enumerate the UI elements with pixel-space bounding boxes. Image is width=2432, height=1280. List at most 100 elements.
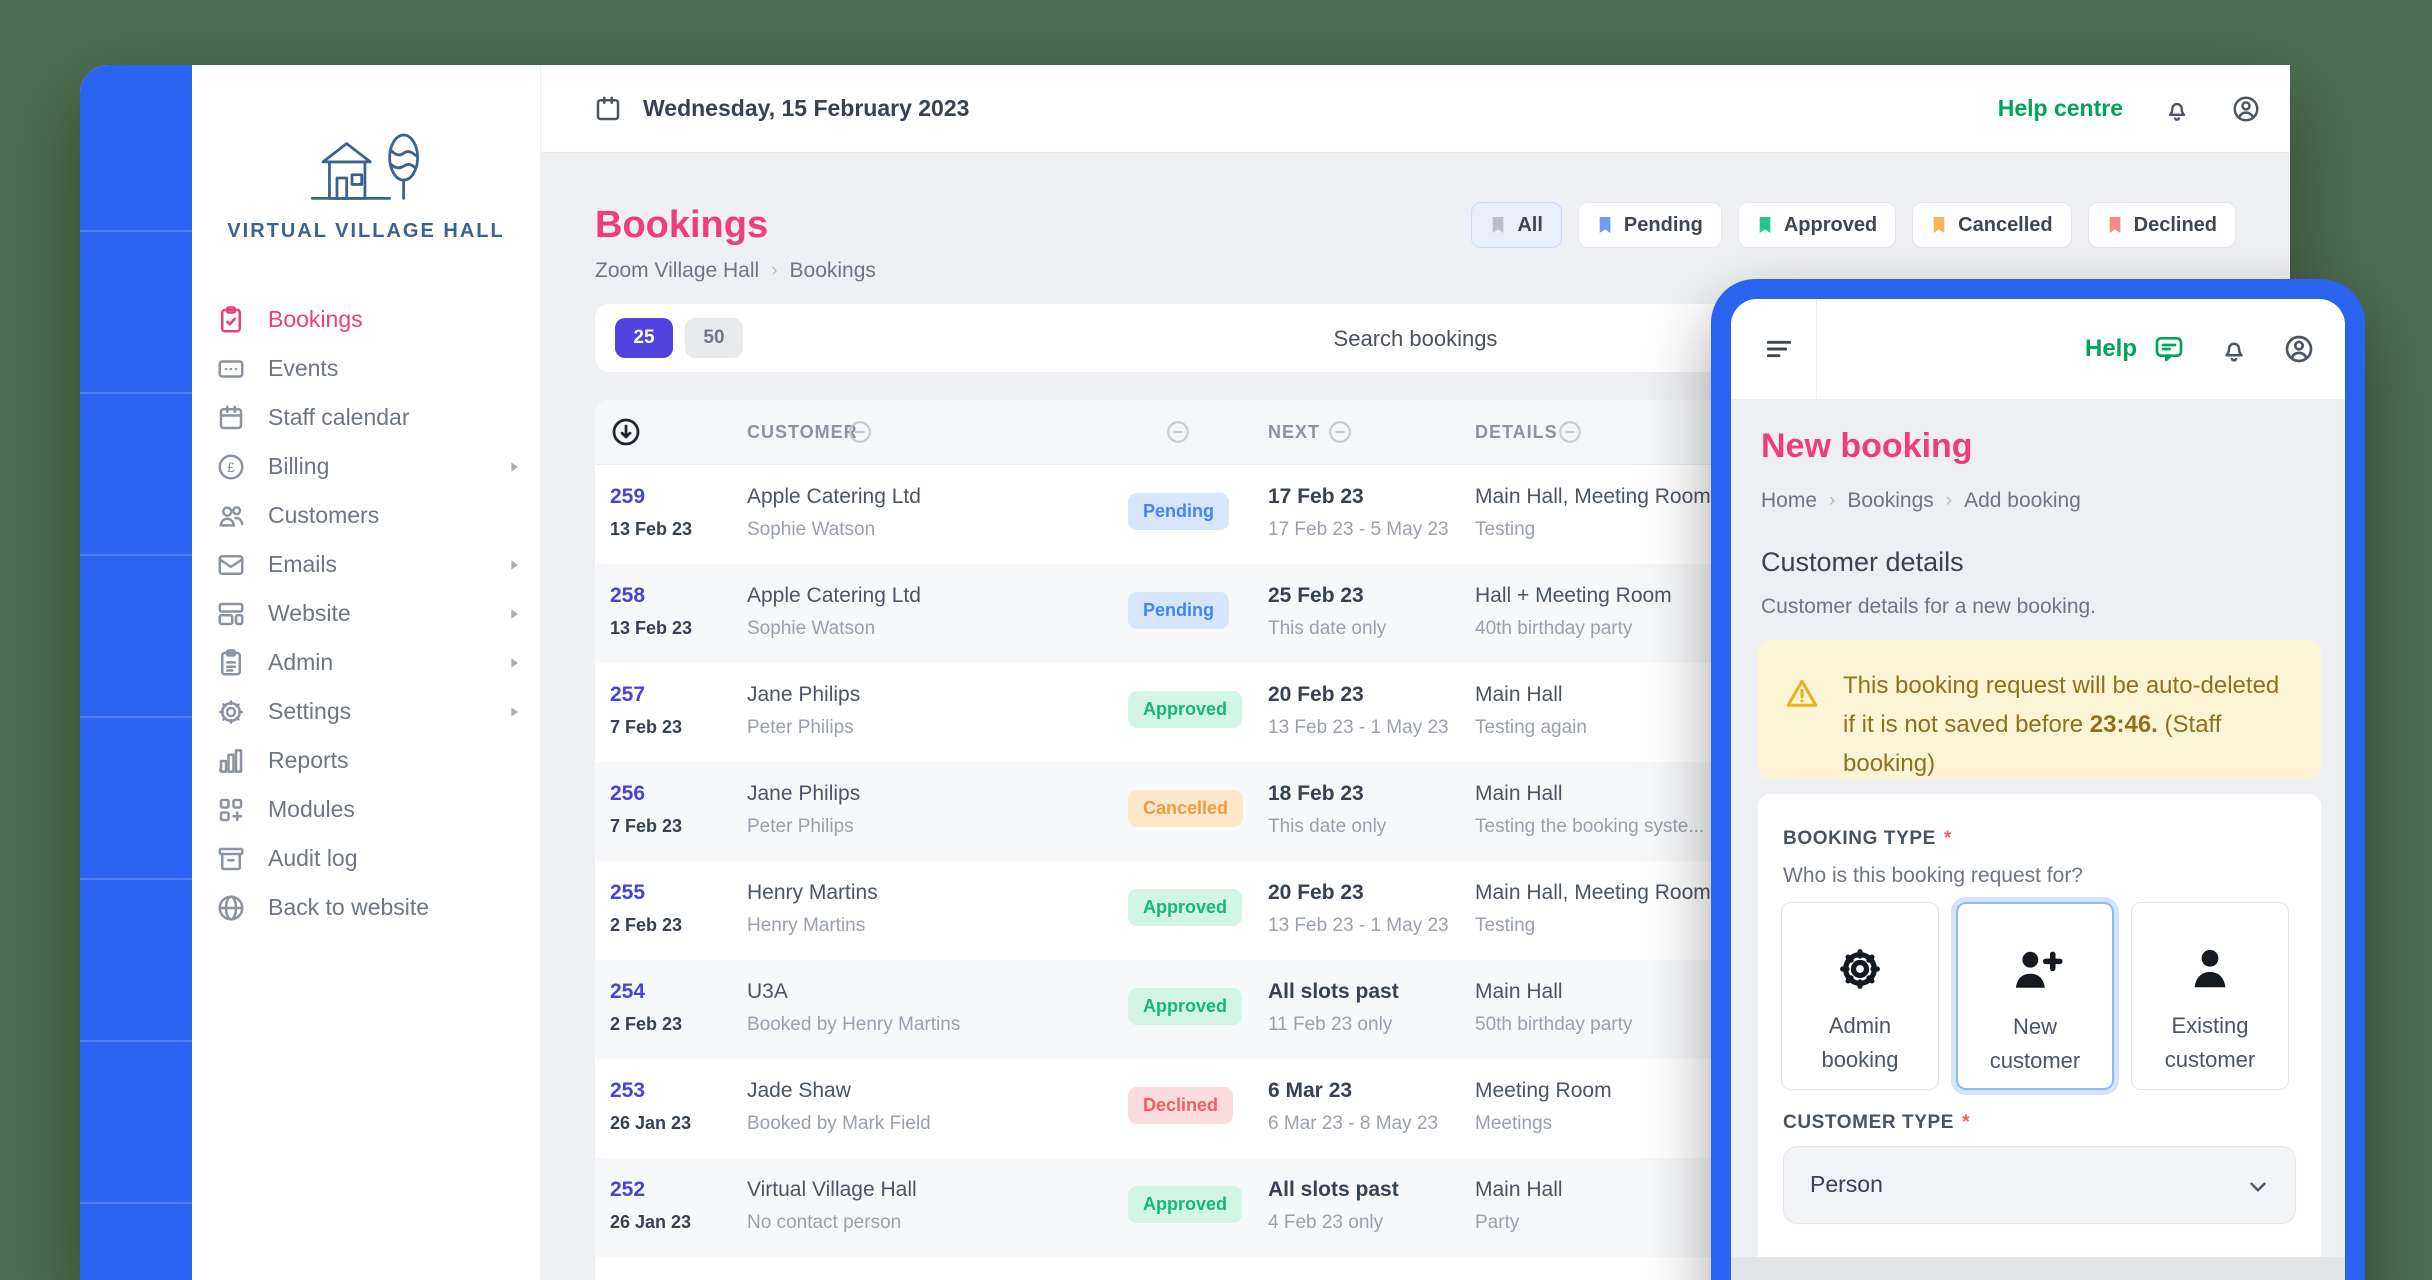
- user-profile-icon[interactable]: [2231, 94, 2261, 124]
- sidebar-item-website[interactable]: Website: [192, 589, 540, 638]
- menu-icon[interactable]: [1762, 333, 1796, 365]
- date-range: This date only: [1268, 618, 1387, 639]
- column-header-details[interactable]: DETAILS: [1475, 422, 1558, 442]
- minus-circle-icon[interactable]: [1327, 419, 1353, 445]
- booking-purpose: Party: [1475, 1212, 1520, 1233]
- help-centre-link[interactable]: Help centre: [1997, 95, 2123, 121]
- booking-purpose: 40th birthday party: [1475, 618, 1633, 639]
- decorative-blue-rail: [80, 65, 192, 1280]
- bar-chart-icon: [219, 748, 243, 773]
- date-range: This date only: [1268, 816, 1387, 837]
- help-chat-icon[interactable]: [2153, 333, 2185, 365]
- minus-circle-icon[interactable]: [847, 419, 873, 445]
- minus-circle-icon[interactable]: [1557, 419, 1583, 445]
- column-header-customer[interactable]: CUSTOMER: [747, 422, 858, 442]
- customer-name: Jane Philips: [747, 782, 861, 805]
- booking-rooms: Main Hall, Meeting Room: [1475, 881, 1711, 904]
- booking-id[interactable]: 252: [610, 1178, 646, 1201]
- sidebar-item-label: Reports: [268, 747, 349, 773]
- contact-name: Sophie Watson: [747, 519, 876, 540]
- sidebar-item-reports[interactable]: Reports: [192, 736, 540, 785]
- sidebar-item-admin[interactable]: Admin: [192, 638, 540, 687]
- next-date: 20 Feb 23: [1268, 683, 1364, 706]
- booking-purpose: 50th birthday party: [1475, 1014, 1633, 1035]
- mobile-header-actions: Help: [2085, 299, 2315, 399]
- sidebar-item-bookings[interactable]: Bookings: [192, 295, 540, 344]
- sidebar-item-label: Audit log: [268, 845, 358, 871]
- customer-name: Apple Catering Ltd: [747, 584, 921, 607]
- table-row[interactable]: 257 7 Feb 23 Jane Philips Peter Philips Ap…: [595, 663, 2236, 762]
- table-row[interactable]: 255 2 Feb 23 Henry Martins Henry Martins A…: [595, 861, 2236, 960]
- table-row[interactable]: 253 26 Jan 23 Jade Shaw Booked by Mark Fie…: [595, 1059, 2236, 1158]
- sidebar-item-events[interactable]: Events: [192, 344, 540, 393]
- sidebar-item-label: Billing: [268, 453, 330, 479]
- customer-name: Jane Philips: [747, 683, 861, 706]
- page-size-25-button[interactable]: 25: [615, 318, 673, 358]
- booking-id[interactable]: 258: [610, 584, 646, 607]
- date-range: 4 Feb 23 only: [1268, 1212, 1384, 1233]
- sort-descending-icon[interactable]: [610, 416, 642, 448]
- next-date: 18 Feb 23: [1268, 782, 1364, 805]
- customer-type-select[interactable]: Person: [1783, 1146, 2296, 1224]
- next-date: All slots past: [1268, 1178, 1399, 1201]
- svg-text:£: £: [227, 460, 235, 475]
- bell-icon[interactable]: [2163, 95, 2191, 123]
- sidebar-item-label: Back to website: [268, 894, 430, 920]
- table-row[interactable]: 259 13 Feb 23 Apple Catering Ltd Sophie Wa…: [595, 465, 2236, 564]
- sidebar-item-emails[interactable]: Emails: [192, 540, 540, 589]
- sidebar-item-audit-log[interactable]: Audit log: [192, 834, 540, 883]
- filter-all[interactable]: All: [1471, 202, 1562, 248]
- chevron-right-icon: [511, 559, 518, 570]
- breadcrumb-item[interactable]: Bookings: [1847, 489, 1934, 512]
- help-link[interactable]: Help: [2084, 335, 2137, 362]
- sidebar-item-label: Modules: [268, 796, 355, 822]
- breadcrumb-item[interactable]: Add booking: [1964, 489, 2081, 512]
- filter-label: Cancelled: [1958, 213, 2053, 236]
- sidebar-item-settings[interactable]: Settings: [192, 687, 540, 736]
- column-header-next[interactable]: NEXT: [1268, 422, 1321, 442]
- filter-cancelled[interactable]: Cancelled: [1912, 202, 2072, 248]
- bell-icon[interactable]: [2219, 334, 2249, 364]
- search-input[interactable]: [1133, 318, 1698, 360]
- booking-purpose: Testing: [1475, 519, 1536, 540]
- next-date: 20 Feb 23: [1268, 881, 1364, 904]
- date-range: 6 Mar 23 - 8 May 23: [1268, 1113, 1439, 1134]
- sidebar-item-customers[interactable]: Customers: [192, 491, 540, 540]
- filter-pending[interactable]: Pending: [1577, 202, 1722, 248]
- sidebar-item-staff-calendar[interactable]: Staff calendar: [192, 393, 540, 442]
- page-size-50-button[interactable]: 50: [685, 318, 743, 358]
- booking-id[interactable]: 256: [610, 782, 646, 805]
- minus-circle-icon[interactable]: [1165, 419, 1191, 445]
- breadcrumb-item[interactable]: Home: [1761, 489, 1818, 512]
- calendar-icon: [219, 405, 243, 429]
- filter-approved[interactable]: Approved: [1737, 202, 1897, 248]
- booking-id[interactable]: 254: [610, 980, 646, 1003]
- modules-grid-icon: [219, 798, 243, 821]
- breadcrumb-item[interactable]: Bookings: [789, 259, 876, 282]
- contact-name: Booked by Mark Field: [747, 1113, 931, 1134]
- customer-name: U3A: [747, 980, 788, 1003]
- required-asterisk: *: [1943, 828, 1952, 849]
- customer-name: Henry Martins: [747, 881, 878, 904]
- chevron-right-icon: [511, 461, 518, 472]
- mobile-header: Help: [1731, 299, 2345, 399]
- sidebar-item-back-to-website[interactable]: Back to website: [192, 883, 540, 932]
- chevron-right-icon: [511, 608, 518, 619]
- clipboard-check-icon: [221, 305, 241, 332]
- next-date: All slots past: [1268, 980, 1399, 1003]
- booking-id[interactable]: 253: [610, 1079, 646, 1102]
- header-divider: [1816, 299, 1817, 399]
- filter-declined[interactable]: Declined: [2087, 202, 2236, 248]
- sidebar-item-billing[interactable]: £ Billing: [192, 442, 540, 491]
- booking-id[interactable]: 257: [610, 683, 646, 706]
- bookmark-icon: [2109, 217, 2120, 233]
- breadcrumb-item[interactable]: Zoom Village Hall: [595, 259, 760, 282]
- booking-id[interactable]: 259: [610, 485, 646, 508]
- user-profile-icon[interactable]: [2283, 333, 2315, 365]
- option-existing-customer[interactable]: Existing customer: [2131, 902, 2289, 1090]
- booking-id[interactable]: 255: [610, 881, 646, 904]
- option-new-customer[interactable]: New customer: [1956, 902, 2114, 1090]
- option-admin-booking[interactable]: Admin booking: [1781, 902, 1939, 1090]
- booking-created-date: 2 Feb 23: [610, 915, 683, 935]
- sidebar-item-modules[interactable]: Modules: [192, 785, 540, 834]
